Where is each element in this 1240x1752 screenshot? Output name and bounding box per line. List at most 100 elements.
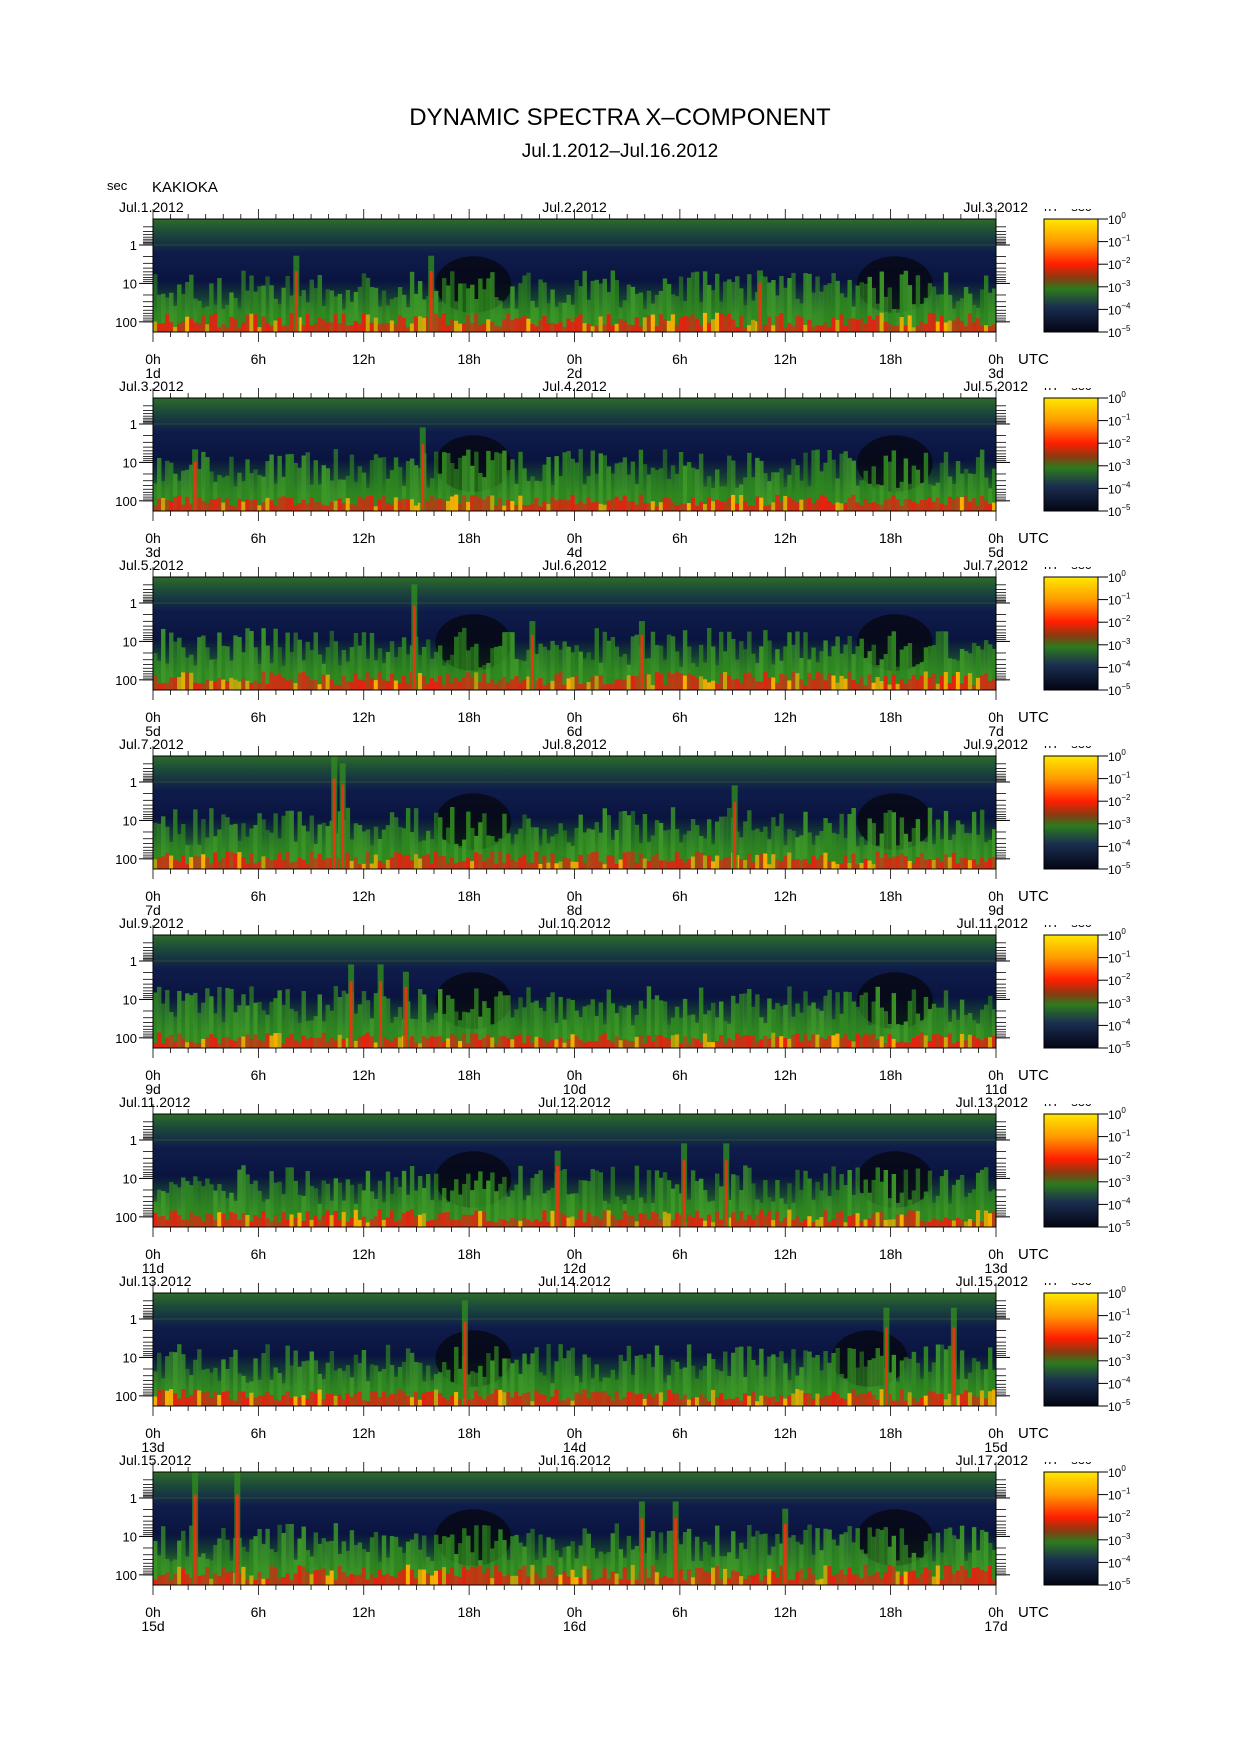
spectral-column: [534, 827, 539, 869]
spectral-column: [959, 1350, 965, 1406]
spectral-column: [313, 460, 318, 511]
spectral-column-peak: [803, 858, 808, 869]
spectral-column: [855, 846, 860, 869]
spectral-column: [514, 834, 519, 869]
day-label: 11d: [142, 1260, 164, 1276]
spectral-column-peak: [847, 1567, 852, 1585]
spectral-column-peak: [719, 860, 724, 869]
day-label: 7d: [145, 902, 161, 918]
spectral-column-peak: [429, 495, 435, 511]
spectral-column-peak: [843, 678, 848, 690]
spectral-column-peak: [923, 323, 929, 332]
spectral-column: [177, 990, 182, 1048]
colorbar-tick-label: 10−3: [1108, 1532, 1131, 1548]
spectral-column-peak: [771, 1571, 776, 1585]
spectral-column: [193, 665, 198, 690]
spectral-column-peak: [397, 682, 403, 690]
spectral-column: [835, 1545, 840, 1585]
spectral-column: [209, 996, 214, 1048]
spectral-column-peak: [389, 1394, 395, 1406]
spectral-column-peak: [763, 324, 768, 332]
spectral-column-peak: [381, 496, 387, 511]
spectral-column: [417, 1175, 423, 1227]
spectral-column: [434, 1173, 439, 1227]
spectral-column: [983, 1004, 989, 1048]
spectral-column: [815, 1181, 820, 1227]
spectral-column: [506, 833, 511, 869]
spectral-column: [919, 483, 925, 511]
spectral-column: [313, 288, 318, 332]
x-tick-label: 0h: [145, 351, 161, 367]
spectral-column: [875, 484, 880, 511]
spectral-column-peak: [831, 317, 836, 332]
spectral-column: [710, 1002, 716, 1048]
spectral-column: [867, 1527, 872, 1585]
spectral-column: [670, 1188, 676, 1227]
spectral-column-peak: [935, 1219, 941, 1227]
spectral-column-peak: [357, 1391, 363, 1406]
spectral-column: [747, 1525, 752, 1585]
spectral-column: [666, 1024, 672, 1048]
spectral-column-peak: [590, 1216, 595, 1227]
x-tick-label: 12h: [352, 351, 375, 367]
spectral-column: [265, 1344, 270, 1406]
spectral-column: [891, 309, 897, 332]
spectral-column-peak: [498, 1218, 503, 1227]
spectral-column-peak: [185, 672, 190, 690]
spectral-column-peak: [622, 852, 628, 869]
spectral-column: [273, 628, 278, 690]
spectral-column: [197, 1012, 202, 1048]
spectral-column-peak: [819, 325, 824, 332]
spectral-column: [301, 1361, 306, 1406]
spectral-column-peak: [438, 1569, 443, 1585]
spectral-column-peak: [309, 1219, 314, 1227]
spectral-column: [871, 1179, 876, 1227]
spectral-column: [751, 300, 756, 332]
spectral-column-peak: [305, 1398, 310, 1406]
spectral-column-peak: [682, 862, 688, 869]
x-tick-label: 18h: [457, 1246, 480, 1262]
colorbar-unit-label: nT 2 sec: [1044, 1283, 1092, 1288]
spectral-column-peak: [947, 320, 953, 332]
y-tick-label: 100: [115, 1210, 137, 1225]
spectral-column: [165, 1356, 170, 1406]
spectral-column-peak: [389, 1210, 395, 1227]
spectral-column: [205, 306, 210, 332]
spectral-column-peak: [305, 503, 310, 511]
spectral-column-peak: [257, 505, 262, 511]
spectral-column: [739, 1542, 744, 1585]
spectral-column-peak: [759, 681, 764, 690]
spectral-column-peak: [630, 1041, 636, 1048]
spectral-column: [678, 1017, 684, 1048]
spectral-column: [923, 297, 929, 332]
spectral-column: [666, 829, 672, 869]
spectral-column: [241, 1375, 246, 1406]
spectral-column-peak: [462, 1214, 467, 1227]
spectral-column-peak: [791, 1579, 796, 1585]
spectral-column-peak: [843, 1222, 848, 1227]
spectral-column: [189, 1525, 194, 1585]
spectral-column: [373, 993, 379, 1048]
spectral-column: [273, 483, 278, 511]
x-tick-label: 0h: [567, 1425, 583, 1441]
spectral-column-peak: [425, 1038, 431, 1048]
spectral-column-peak: [967, 1392, 973, 1406]
colorbar-tick-label: 100: [1108, 211, 1126, 227]
spectral-column-peak: [353, 1393, 359, 1406]
spectral-column-peak: [570, 322, 575, 332]
spectral-column: [879, 1181, 884, 1227]
spectral-column-peak: [225, 326, 230, 332]
spectral-column-peak: [526, 676, 531, 690]
spectral-column: [863, 844, 868, 869]
spectral-column: [185, 1556, 190, 1585]
spectral-column-peak: [157, 1575, 162, 1585]
spectral-column-peak: [349, 682, 355, 690]
day-label: 13d: [984, 1260, 1007, 1276]
spectral-column: [289, 1365, 294, 1406]
spectral-column-peak: [751, 1035, 756, 1048]
colorbar-tick-label: 10−5: [1108, 1398, 1131, 1414]
spectral-column-peak: [899, 1214, 905, 1227]
spectral-column-peak: [891, 856, 897, 869]
spectral-column-peak: [779, 1036, 784, 1048]
colorbar-tick-label: 10−1: [1108, 1487, 1131, 1503]
